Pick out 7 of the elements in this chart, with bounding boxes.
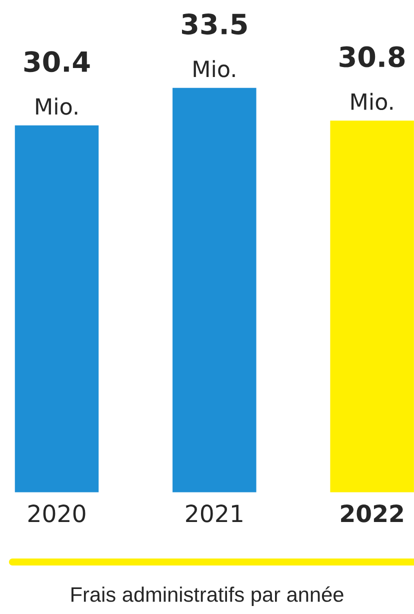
x-tick-label: 2020 — [28, 504, 86, 522]
data-label: 33.5 Mio. — [182, 14, 247, 78]
x-tick-label: 2022 — [341, 504, 403, 522]
data-label: 30.4 Mio. — [24, 51, 90, 115]
data-label: 30.8 Mio. — [340, 46, 405, 110]
x-tick-label: 2021 — [186, 504, 242, 522]
text: Frais administratifs par année — [72, 586, 344, 606]
